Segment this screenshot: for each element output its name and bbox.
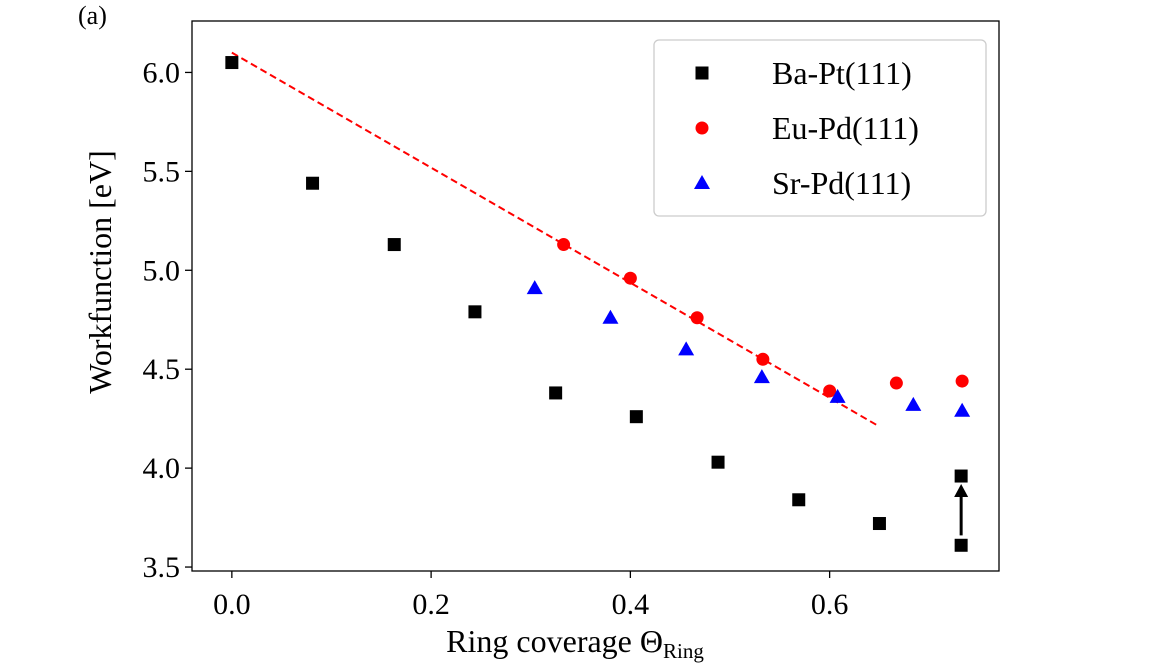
x-axis: 0.0 0.2 0.4 0.6 xyxy=(213,571,848,621)
point-sr-pd-111 xyxy=(602,309,619,324)
point-eu-pd-111 xyxy=(823,384,837,398)
y-tick-label: 4.5 xyxy=(143,353,181,386)
legend-marker xyxy=(695,66,709,80)
point-eu-pd-111 xyxy=(623,271,637,285)
point-ba-pt-111 xyxy=(387,238,401,252)
y-tick-label: 6.0 xyxy=(143,56,181,89)
x-tick-label: 0.4 xyxy=(612,588,650,621)
point-eu-pd-111 xyxy=(557,238,571,252)
y-axis-label: Workfunction [eV] xyxy=(82,150,118,394)
point-sr-pd-111 xyxy=(753,369,770,384)
point-sr-pd-111 xyxy=(954,402,971,417)
legend-marker xyxy=(694,175,710,189)
data-marks xyxy=(225,56,971,552)
fit-line xyxy=(231,51,880,428)
plot-frame xyxy=(191,20,1000,572)
point-eu-pd-111 xyxy=(690,311,704,325)
point-sr-pd-111 xyxy=(526,280,543,295)
legend-label: Sr-Pd(111) xyxy=(772,165,911,201)
point-ba-pt-111 xyxy=(306,176,320,190)
point-ba-pt-111 xyxy=(468,305,482,319)
point-eu-pd-111 xyxy=(955,374,969,388)
point-ba-pt-111 xyxy=(872,517,886,531)
y-axis: 3.5 4.0 4.5 5.0 5.5 6.0 xyxy=(143,56,192,584)
point-ba-pt-111 xyxy=(549,386,563,400)
x-tick-label: 0.0 xyxy=(213,588,251,621)
point-ba-pt-111 xyxy=(629,410,643,424)
x-tick-label: 0.2 xyxy=(412,588,450,621)
y-tick-label: 5.0 xyxy=(143,254,181,287)
point-ba-pt-111 xyxy=(792,493,806,507)
fit-line-layer xyxy=(231,51,880,428)
legend: Ba-Pt(111) Eu-Pd(111) Sr-Pd(111) xyxy=(653,39,987,217)
y-tick-label: 3.5 xyxy=(143,551,181,584)
legend-box xyxy=(653,39,987,217)
legend-marker xyxy=(695,121,709,135)
point-ba-pt-111 xyxy=(954,469,968,483)
panel-label: (a) xyxy=(78,1,107,30)
y-tick-label: 4.0 xyxy=(143,452,181,485)
x-tick-label: 0.6 xyxy=(811,588,849,621)
x-axis-label: Ring coverage ΘRing xyxy=(446,623,704,663)
x-axis-label-subscript: Ring xyxy=(663,639,704,663)
annotation-arrow-head xyxy=(954,483,969,497)
point-ba-pt-111 xyxy=(711,455,725,469)
point-eu-pd-111 xyxy=(889,376,903,390)
point-eu-pd-111 xyxy=(756,352,770,366)
legend-label: Ba-Pt(111) xyxy=(772,55,912,91)
point-ba-pt-111 xyxy=(225,56,239,70)
point-sr-pd-111 xyxy=(905,396,922,411)
legend-label: Eu-Pd(111) xyxy=(772,110,919,146)
x-axis-label-main: Ring coverage Θ xyxy=(446,623,663,659)
point-sr-pd-111 xyxy=(829,388,846,403)
y-tick-label: 5.5 xyxy=(143,155,181,188)
point-ba-pt-111 xyxy=(954,538,968,552)
point-sr-pd-111 xyxy=(678,341,695,356)
